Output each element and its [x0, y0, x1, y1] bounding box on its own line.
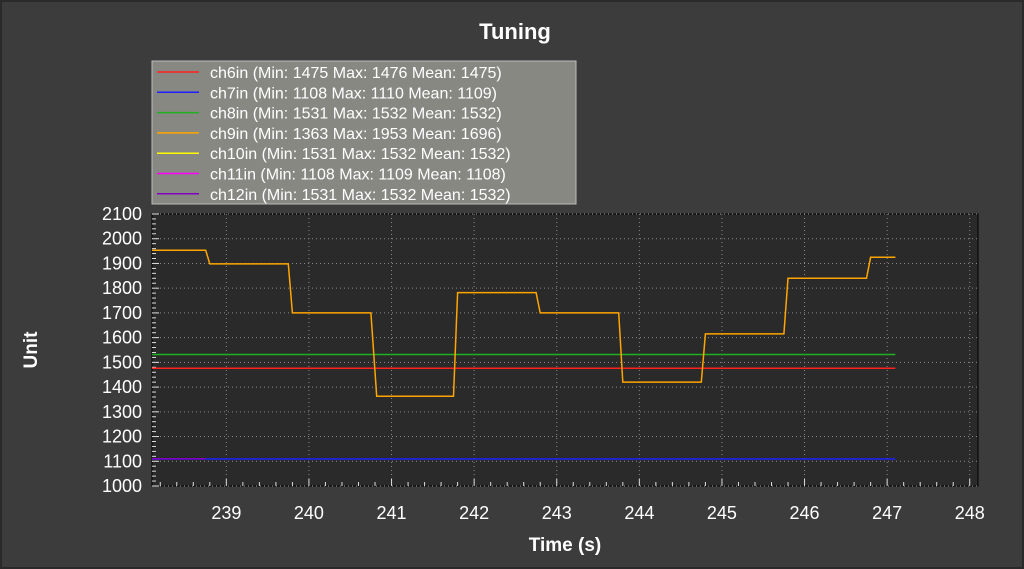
x-tick-label: 243: [542, 503, 572, 523]
x-tick-label: 244: [624, 503, 654, 523]
y-tick-label: 1300: [102, 402, 142, 422]
y-axis-ticks: 1000 1100 1200 1300 1400 1500 1600 1700 1800 1900…: [102, 204, 142, 496]
series-lines: [152, 249, 896, 460]
legend-label-ch12in: ch12in (Min: 1531 Max: 1532 Mean: 1532): [210, 187, 511, 204]
legend: ch6in (Min: 1475 Max: 1476 Mean: 1475) ch…: [151, 60, 577, 205]
x-tick-label: 245: [707, 503, 737, 523]
grid: [152, 213, 978, 487]
legend-label-ch7in: ch7in (Min: 1108 Max: 1110 Mean: 1109): [210, 85, 497, 102]
x-tick-label: 246: [790, 503, 820, 523]
legend-label-ch10in: ch10in (Min: 1531 Max: 1532 Mean: 1532): [210, 146, 511, 163]
legend-label-ch6in: ch6in (Min: 1475 Max: 1476 Mean: 1475): [210, 65, 502, 82]
y-tick-label: 1500: [102, 352, 142, 372]
legend-box: [151, 60, 577, 205]
y-tick-label: 1700: [102, 303, 142, 323]
x-tick-label: 241: [377, 503, 407, 523]
plot-area: [151, 213, 979, 487]
minor-ticks: [152, 213, 971, 487]
legend-label-ch9in: ch9in (Min: 1363 Max: 1953 Mean: 1696): [210, 126, 502, 143]
chart-title: Tuning: [479, 19, 551, 44]
y-tick-label: 2000: [102, 229, 142, 249]
x-tick-label: 247: [872, 503, 902, 523]
x-axis-ticks: 239 240 241 242 243 244 245 246 247 248: [211, 503, 984, 523]
y-tick-label: 1200: [102, 427, 142, 447]
x-tick-label: 240: [294, 503, 324, 523]
x-tick-label: 248: [955, 503, 985, 523]
legend-label-ch8in: ch8in (Min: 1531 Max: 1532 Mean: 1532): [210, 106, 502, 123]
y-tick-label: 1800: [102, 278, 142, 298]
y-axis-title: Unit: [21, 331, 42, 369]
x-tick-label: 242: [459, 503, 489, 523]
y-tick-label: 1900: [102, 253, 142, 273]
x-tick-label: 239: [211, 503, 241, 523]
y-tick-label: 2100: [102, 204, 142, 224]
y-tick-label: 1000: [102, 476, 142, 496]
series-line-ch9in: [152, 249, 896, 397]
y-tick-label: 1600: [102, 328, 142, 348]
x-axis-title: Time (s): [529, 535, 602, 556]
y-tick-label: 1400: [102, 377, 142, 397]
legend-label-ch11in: ch11in (Min: 1108 Max: 1109 Mean: 1108): [210, 167, 506, 184]
y-tick-label: 1100: [103, 451, 142, 471]
